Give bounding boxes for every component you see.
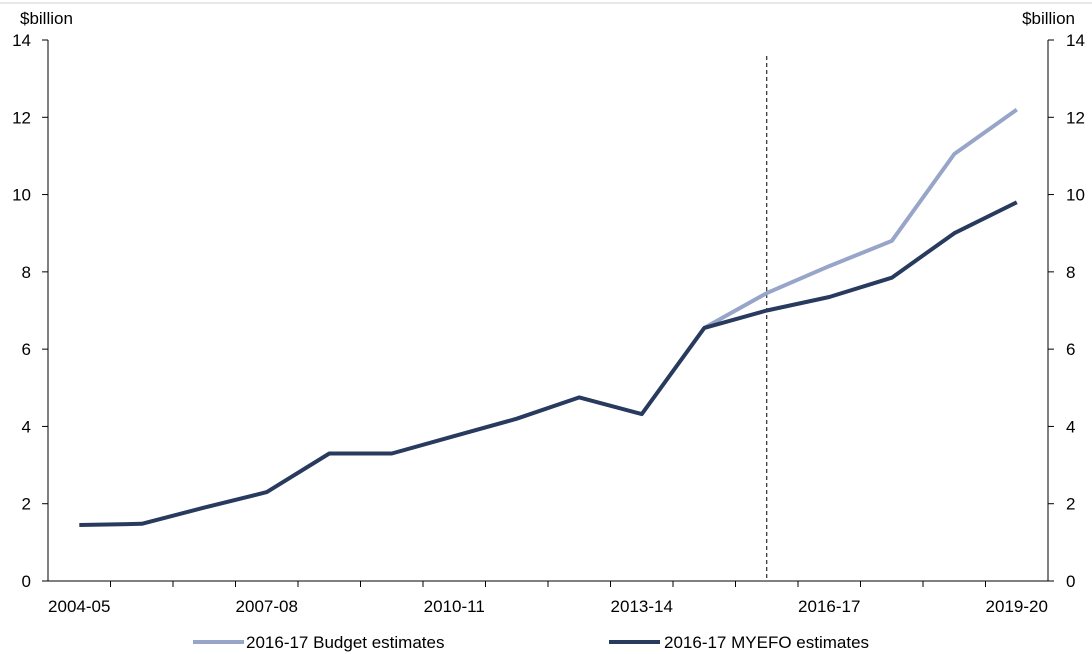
y-right-tick-label: 4 (1066, 417, 1075, 436)
x-tick-label: 2013-14 (611, 597, 673, 616)
legend-label-budget: 2016-17 Budget estimates (246, 633, 444, 652)
y-right-tick-label: 6 (1066, 340, 1075, 359)
y-axis-left: 0 2 4 6 8 10 12 14 (12, 31, 49, 591)
legend-item-myefo: 2016-17 MYEFO estimates (609, 633, 869, 652)
y-right-tick-label: 2 (1066, 495, 1075, 514)
legend: 2016-17 Budget estimates 2016-17 MYEFO e… (193, 633, 869, 652)
y-right-tick-label: 14 (1066, 31, 1085, 50)
y-left-tick-label: 14 (12, 31, 31, 50)
series-line-myefo (79, 200, 1018, 527)
x-tick-label: 2019-20 (986, 597, 1048, 616)
x-tick-label: 2007-08 (236, 597, 298, 616)
y-left-tick-label: 6 (22, 340, 31, 359)
series-line-budget (703, 107, 1018, 330)
y-right-tick-label: 12 (1066, 108, 1085, 127)
series-layer (79, 107, 1018, 527)
y-right-unit-label: $billion (1022, 9, 1075, 28)
x-axis: 2004-05 2007-08 2010-11 2013-14 2016-17 2019-… (48, 580, 1048, 616)
y-left-tick-label: 2 (22, 495, 31, 514)
y-left-unit-label: $billion (20, 9, 73, 28)
x-tick-label: 2010-11 (424, 597, 485, 616)
y-right-tick-label: 10 (1066, 186, 1085, 205)
y-left-tick-label: 0 (22, 572, 31, 591)
y-right-tick-label: 0 (1066, 572, 1075, 591)
y-left-tick-label: 4 (22, 417, 31, 436)
y-left-tick-label: 12 (12, 108, 31, 127)
y-right-tick-label: 8 (1066, 263, 1075, 282)
y-left-tick-label: 10 (12, 186, 31, 205)
legend-label-myefo: 2016-17 MYEFO estimates (664, 633, 869, 652)
x-tick-label: 2004-05 (48, 597, 110, 616)
x-tick-label: 2016-17 (798, 597, 860, 616)
legend-item-budget: 2016-17 Budget estimates (193, 633, 444, 652)
y-left-tick-label: 8 (22, 263, 31, 282)
y-axis-right: 0 2 4 6 8 10 12 14 (1047, 31, 1085, 591)
